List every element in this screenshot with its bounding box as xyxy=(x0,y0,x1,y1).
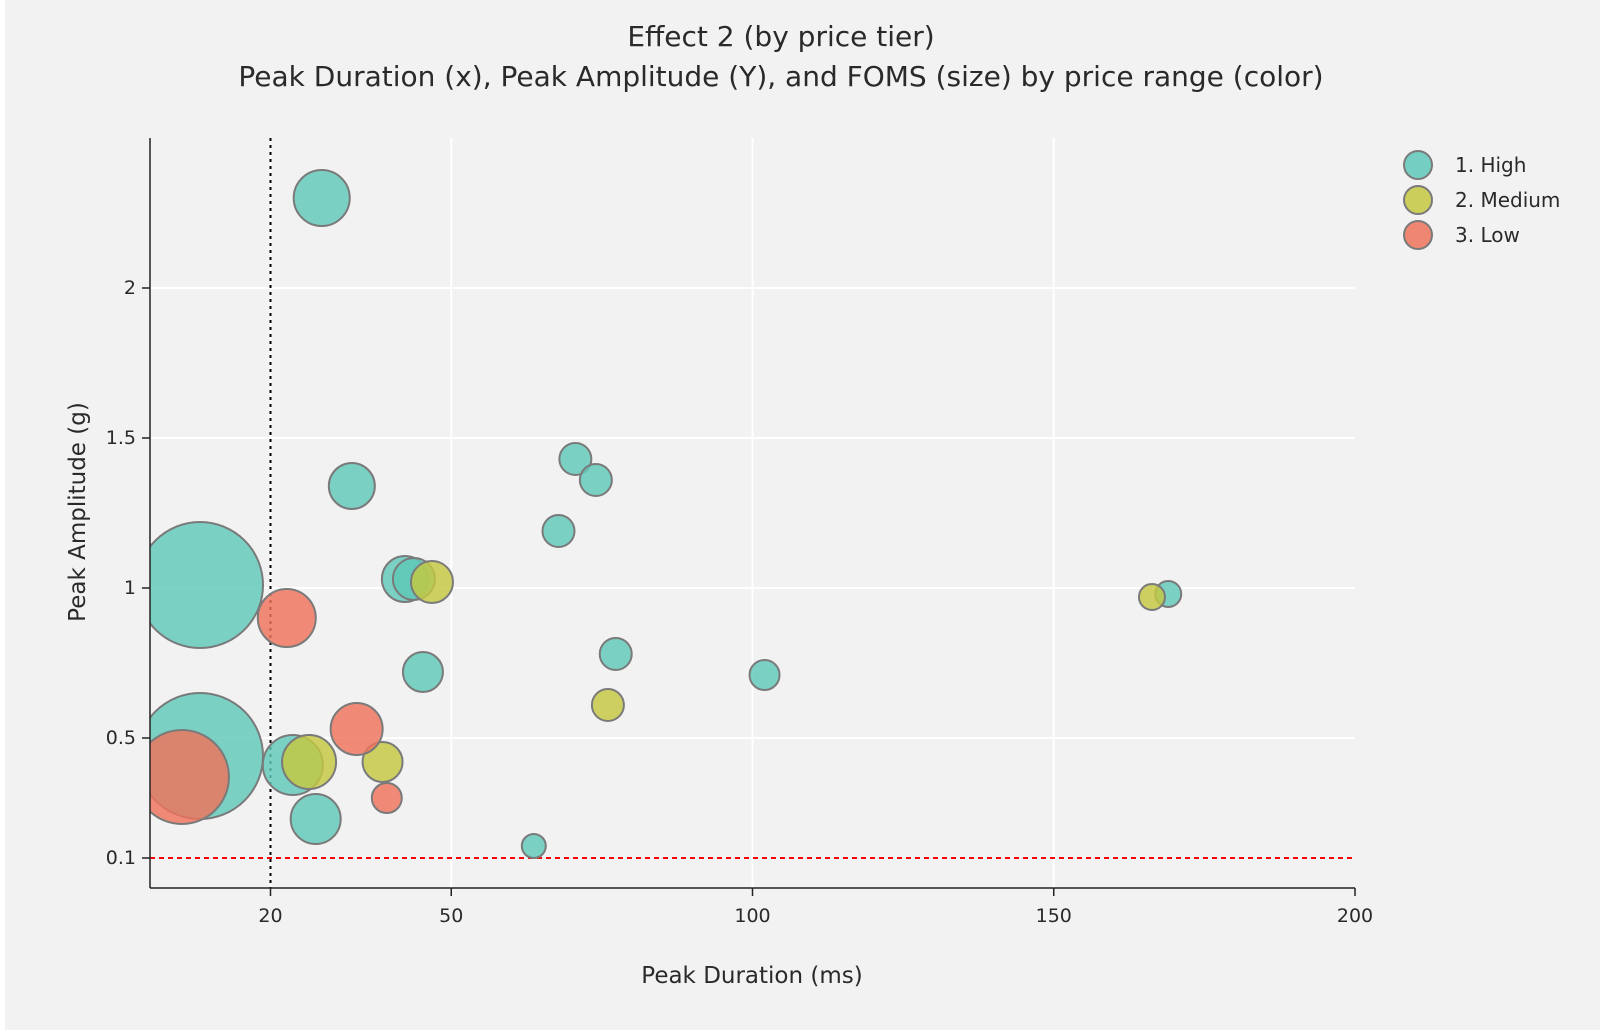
y-tick-label: 0.1 xyxy=(106,847,136,869)
x-tick-label: 200 xyxy=(1337,905,1373,927)
x-tick-label: 20 xyxy=(258,905,282,927)
bubble-point xyxy=(150,729,230,825)
bubble-point xyxy=(327,462,376,510)
legend-label: 1. High xyxy=(1455,153,1526,177)
x-tick-label: 100 xyxy=(734,905,770,927)
x-tick-label: 150 xyxy=(1036,905,1072,927)
bubble-point xyxy=(520,833,547,859)
series--medium xyxy=(281,560,1166,790)
bubble-point xyxy=(1137,583,1166,611)
legend-label: 2. Medium xyxy=(1455,188,1560,212)
bubble-point xyxy=(409,560,454,604)
x-tick-label: 50 xyxy=(439,905,463,927)
bubble-point xyxy=(558,442,593,476)
bubble-point xyxy=(401,651,444,693)
bubble-point xyxy=(361,741,404,783)
chart-container: Effect 2 (by price tier) Peak Duration (… xyxy=(5,0,1600,1030)
bubble-point xyxy=(590,688,625,722)
legend: 1. High 2. Medium 3. Low xyxy=(1403,150,1560,250)
bubble-point xyxy=(541,514,576,548)
bubble-point xyxy=(370,782,403,814)
bubble-point xyxy=(150,521,264,649)
bubble-point xyxy=(578,463,613,497)
bubble-point xyxy=(281,734,338,790)
bubble-point xyxy=(598,637,633,671)
bubble-chart: Effect 2 (by price tier) Peak Duration (… xyxy=(65,20,1560,989)
series--low xyxy=(150,588,403,825)
bubble-point xyxy=(329,702,384,756)
y-tick-label: 1 xyxy=(124,577,136,599)
legend-marker xyxy=(1403,220,1433,250)
legend-label: 3. Low xyxy=(1455,223,1520,247)
bubble-point xyxy=(289,793,342,845)
legend-marker xyxy=(1403,150,1433,180)
bubble-point xyxy=(292,169,351,227)
y-axis-label: Peak Amplitude (g) xyxy=(65,402,91,622)
chart-subtitle: Peak Duration (x), Peak Amplitude (Y), a… xyxy=(238,60,1323,93)
y-tick-label: 0.5 xyxy=(106,727,136,749)
x-axis-label: Peak Duration (ms) xyxy=(641,963,862,989)
bubble-point xyxy=(256,588,317,648)
bubble-point xyxy=(748,659,781,691)
y-tick-label: 1.5 xyxy=(106,427,136,449)
y-tick-label: 2 xyxy=(124,277,136,299)
chart-title: Effect 2 (by price tier) xyxy=(627,20,934,53)
legend-marker xyxy=(1403,185,1433,215)
